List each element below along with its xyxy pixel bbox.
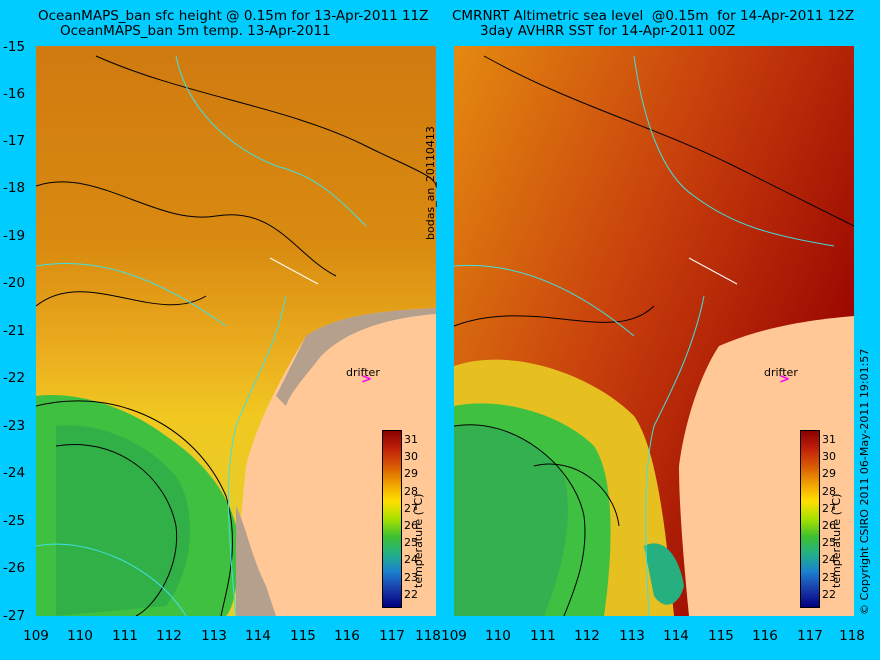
colorbar-tick-label: 28: [404, 484, 418, 498]
colorbar-title: temperature (°C): [412, 493, 425, 588]
colorbar-tick-label: 27: [822, 501, 836, 515]
colorbar-tick-label: 30: [404, 450, 418, 464]
y-tick: -23: [3, 418, 26, 434]
colorbar-tick-label: 23: [404, 570, 418, 584]
copyright-label: © Copyright CSIRO 2011 06-May-2011 19:01…: [858, 348, 871, 615]
drifter-marker: >: [779, 372, 790, 387]
colorbar-tick-label: 25: [404, 536, 418, 550]
left-sst-map: [36, 46, 436, 616]
y-tick: -19: [3, 228, 26, 244]
y-tick: -17: [3, 133, 26, 149]
x-tick: 111: [112, 628, 138, 644]
drifter-label: drifter: [346, 366, 380, 379]
run-id-label: bodas_an_20110413: [424, 126, 437, 240]
colorbar-title: temperature (°C): [830, 493, 843, 588]
temperature-colorbar: [800, 430, 820, 608]
colorbar-tick-label: 31: [822, 433, 836, 446]
x-tick: 109: [441, 628, 467, 644]
colorbar-tick-label: 31: [404, 433, 418, 446]
x-tick: 113: [619, 628, 645, 644]
y-tick: -25: [3, 513, 26, 529]
x-tick: 110: [485, 628, 511, 644]
right-sst-map: [454, 46, 854, 616]
y-tick: -20: [3, 275, 26, 291]
colorbar-tick-label: 25: [822, 536, 836, 550]
colorbar-tick-label: 27: [404, 501, 418, 515]
x-tick: 117: [379, 628, 405, 644]
x-tick: 114: [663, 628, 689, 644]
x-tick: 113: [201, 628, 227, 644]
x-tick: 115: [708, 628, 734, 644]
x-tick: 116: [334, 628, 360, 644]
colorbar-tick-label: 29: [822, 467, 836, 481]
right-map-title: CMRNRT Altimetric sea level @0.15m for 1…: [452, 8, 855, 24]
y-tick: -21: [3, 323, 26, 339]
colorbar-tick-label: 22: [404, 587, 418, 601]
x-tick: 110: [67, 628, 93, 644]
colorbar-tick-label: 26: [404, 519, 418, 532]
colorbar-tick-label: 28: [822, 484, 836, 498]
colorbar-tick-label: 22: [822, 587, 836, 601]
colorbar-tick-label: 26: [822, 519, 836, 532]
colorbar-tick-label: 23: [822, 570, 836, 584]
left-map-title: OceanMAPS_ban sfc height @ 0.15m for 13-…: [38, 8, 429, 24]
y-tick: -26: [3, 560, 26, 576]
x-tick: 114: [245, 628, 271, 644]
y-tick: -22: [3, 370, 26, 386]
colorbar-tick-label: 24: [822, 553, 836, 567]
temperature-colorbar: [382, 430, 402, 608]
x-tick: 111: [530, 628, 556, 644]
colorbar-tick-label: 24: [404, 553, 418, 567]
drifter-label: drifter: [764, 366, 798, 379]
x-tick: 115: [290, 628, 316, 644]
y-tick: -24: [3, 465, 26, 481]
y-tick: -18: [3, 180, 26, 196]
x-tick: 112: [156, 628, 182, 644]
y-tick: -16: [3, 86, 26, 102]
left-map-subtitle: OceanMAPS_ban 5m temp. 13-Apr-2011: [60, 23, 331, 39]
colorbar-tick-label: 29: [404, 467, 418, 481]
x-tick: 116: [752, 628, 778, 644]
x-tick: 109: [23, 628, 49, 644]
x-tick: 118: [415, 628, 441, 644]
drifter-marker: >: [361, 372, 372, 387]
x-tick: 117: [797, 628, 823, 644]
y-tick: -27: [3, 608, 26, 624]
right-map-subtitle: 3day AVHRR SST for 14-Apr-2011 00Z: [480, 23, 736, 39]
x-tick: 112: [574, 628, 600, 644]
x-tick: 118: [839, 628, 865, 644]
y-tick: -15: [3, 39, 26, 55]
colorbar-tick-label: 30: [822, 450, 836, 464]
